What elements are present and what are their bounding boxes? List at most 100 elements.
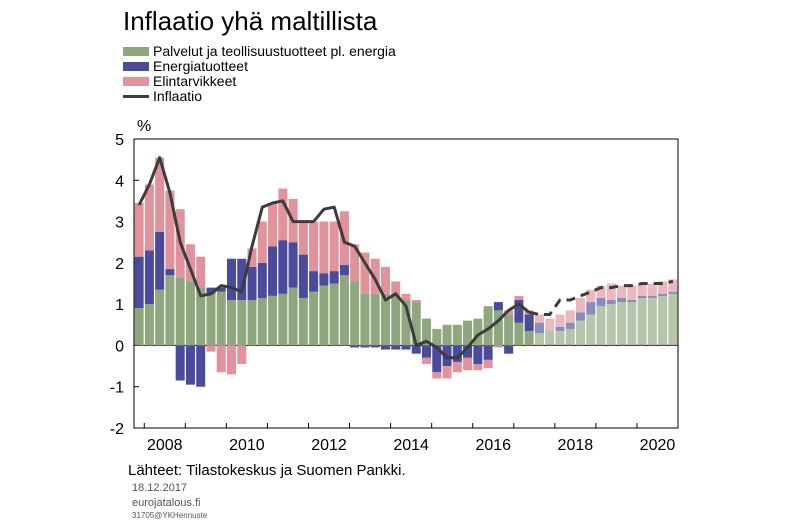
bar-energy bbox=[155, 231, 165, 290]
bar-services bbox=[247, 300, 257, 346]
bar-energy bbox=[288, 242, 298, 288]
bar-services bbox=[196, 287, 206, 346]
bar-services bbox=[545, 330, 555, 346]
bar-services bbox=[298, 297, 308, 346]
bar-energy bbox=[226, 258, 237, 301]
bar-food bbox=[647, 283, 657, 296]
bar-food bbox=[391, 281, 401, 296]
bar-services bbox=[319, 285, 329, 346]
bar-energy bbox=[524, 314, 534, 331]
y-tick-label: 5 bbox=[115, 132, 124, 149]
bar-energy bbox=[339, 264, 349, 276]
x-tick-label: 2014 bbox=[393, 437, 429, 454]
chart-title: Inflaatio yhä maltillista bbox=[123, 6, 378, 36]
x-tick-label: 2016 bbox=[475, 437, 511, 454]
bar-food bbox=[319, 221, 329, 274]
legend-item-energy: Energiatuotteet bbox=[123, 59, 396, 74]
bar-energy bbox=[350, 345, 360, 348]
bar-services bbox=[534, 333, 544, 346]
bar-energy bbox=[196, 345, 206, 387]
legend-item-food: Elintarvikkeet bbox=[123, 74, 396, 89]
plot-frame bbox=[133, 138, 679, 429]
bar-food bbox=[196, 256, 206, 288]
bar-services bbox=[144, 304, 154, 346]
legend-label-services: Palvelut ja teollisuustuotteet pl. energ… bbox=[153, 43, 396, 59]
bar-energy bbox=[483, 345, 493, 360]
bar-food bbox=[278, 188, 288, 241]
bar-energy bbox=[309, 271, 319, 292]
bar-energy bbox=[534, 322, 544, 334]
legend-label-inflation: Inflaatio bbox=[153, 88, 203, 104]
bar-energy bbox=[411, 345, 421, 354]
bar-services bbox=[278, 293, 288, 346]
bar-energy bbox=[606, 300, 616, 305]
bar-energy bbox=[380, 345, 390, 350]
legend-item-inflation: Inflaatio bbox=[123, 89, 396, 104]
legend-label-food: Elintarvikkeet bbox=[153, 73, 237, 89]
bar-energy bbox=[370, 345, 380, 348]
inflation-forecast-line bbox=[528, 279, 674, 316]
bar-energy bbox=[452, 345, 462, 362]
bar-energy bbox=[257, 262, 267, 298]
bar-services bbox=[370, 293, 380, 346]
bar-services bbox=[185, 281, 195, 346]
bar-services bbox=[257, 297, 267, 346]
bar-food bbox=[216, 345, 226, 373]
bar-services bbox=[647, 297, 657, 346]
bar-services bbox=[473, 318, 483, 346]
bar-food bbox=[226, 345, 237, 375]
y-tick-label: 4 bbox=[115, 173, 124, 190]
bar-services bbox=[206, 293, 216, 346]
bar-food bbox=[483, 359, 493, 369]
legend: Palvelut ja teollisuustuotteet pl. energ… bbox=[123, 44, 396, 104]
bar-services bbox=[329, 283, 339, 346]
bar-services bbox=[411, 302, 421, 346]
bar-energy bbox=[575, 312, 586, 321]
bar-services bbox=[514, 322, 524, 346]
bar-services bbox=[422, 318, 432, 346]
publish-date: 18.12.2017 bbox=[132, 482, 188, 494]
y-tick-label: -2 bbox=[110, 421, 124, 438]
bar-food bbox=[401, 293, 411, 301]
bar-services bbox=[268, 295, 278, 346]
bar-food bbox=[411, 300, 421, 303]
bar-food bbox=[329, 221, 339, 272]
bar-energy bbox=[206, 287, 216, 294]
bar-energy bbox=[473, 345, 483, 365]
bar-food bbox=[257, 221, 267, 263]
bar-energy bbox=[216, 287, 226, 292]
bar-food bbox=[165, 190, 175, 270]
y-tick-label: 3 bbox=[115, 215, 124, 232]
bar-energy bbox=[514, 300, 524, 323]
bar-food bbox=[514, 295, 524, 301]
bar-services bbox=[237, 300, 247, 346]
bar-food bbox=[504, 310, 514, 315]
bar-services bbox=[175, 277, 185, 346]
bar-food bbox=[370, 258, 380, 294]
bar-energy bbox=[268, 246, 278, 296]
bar-energy bbox=[617, 297, 627, 303]
bar-food bbox=[493, 345, 503, 348]
chart-code: 31705@YKHennuste bbox=[132, 511, 208, 520]
bar-food bbox=[575, 297, 586, 313]
bar-food bbox=[555, 314, 565, 327]
bar-energy bbox=[596, 297, 606, 307]
bar-food bbox=[155, 157, 165, 232]
legend-swatch-services bbox=[123, 47, 149, 56]
y-tick-label: -1 bbox=[110, 380, 124, 397]
x-tick-label: 2018 bbox=[558, 437, 594, 454]
bar-services bbox=[309, 291, 319, 346]
bar-food bbox=[637, 283, 647, 296]
bar-food bbox=[442, 366, 452, 379]
legend-label-energy: Energiatuotteet bbox=[153, 58, 248, 74]
bar-energy bbox=[668, 291, 678, 294]
bar-food bbox=[627, 285, 637, 301]
bar-services bbox=[432, 328, 442, 346]
bar-food bbox=[545, 318, 555, 331]
bar-food bbox=[565, 310, 575, 323]
inflation-line bbox=[137, 156, 531, 360]
bar-services bbox=[380, 293, 390, 346]
bar-food bbox=[668, 279, 678, 292]
bar-services bbox=[350, 281, 360, 346]
